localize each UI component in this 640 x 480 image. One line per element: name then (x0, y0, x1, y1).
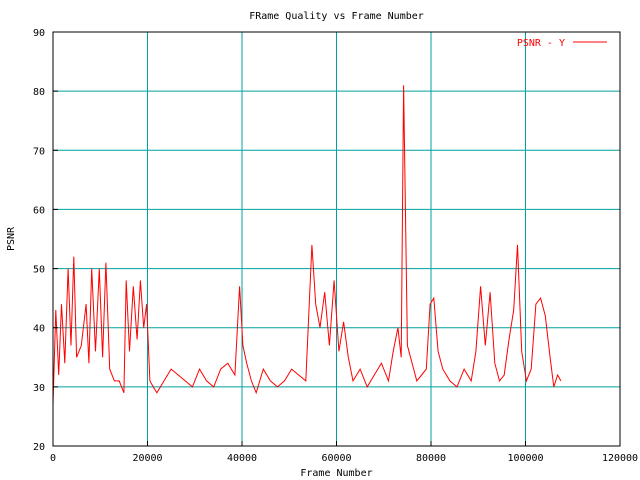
x-tick-label: 100000 (507, 453, 543, 464)
y-tick-label: 50 (33, 265, 45, 276)
y-tick-label: 90 (33, 28, 45, 39)
y-tick-label: 70 (33, 146, 45, 157)
x-tick-label: 120000 (602, 453, 638, 464)
y-tick-label: 60 (33, 205, 45, 216)
y-tick-label: 30 (33, 383, 45, 394)
x-tick-label: 20000 (132, 453, 162, 464)
axis-ticks: 0 20000 40000 60000 80000 100000 120000 20 30 40 5… (33, 28, 638, 464)
y-tick-label: 20 (33, 442, 45, 453)
y-axis-label: PSNR (6, 226, 17, 251)
y-tick-label: 40 (33, 324, 45, 335)
x-axis-label: Frame Number (300, 468, 372, 479)
x-tick-label: 40000 (227, 453, 257, 464)
grid-lines (53, 32, 620, 446)
y-tick-label: 80 (33, 87, 45, 98)
series-line-psnr-y (52, 85, 562, 405)
legend-label: PSNR - Y (517, 38, 565, 49)
legend: PSNR - Y (517, 38, 607, 49)
chart-title: FRame Quality vs Frame Number (249, 11, 424, 22)
x-tick-label: 0 (50, 453, 56, 464)
x-tick-label: 80000 (416, 453, 446, 464)
x-tick-label: 60000 (321, 453, 351, 464)
